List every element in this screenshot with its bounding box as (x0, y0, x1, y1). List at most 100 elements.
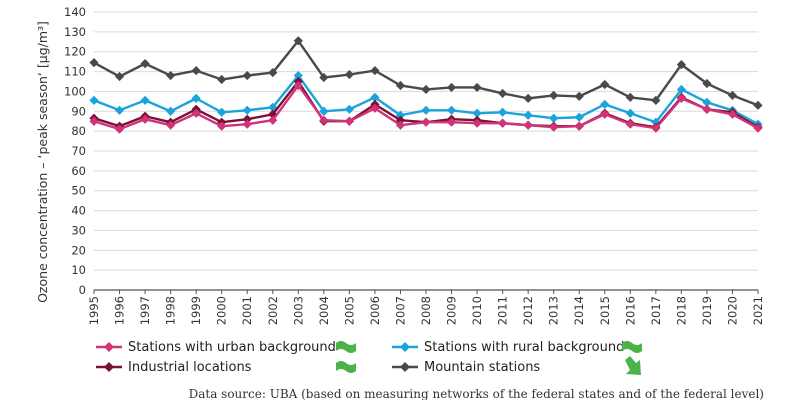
data-point-mountain-stations (600, 79, 610, 90)
data-point-stations-with-rural-background (600, 99, 610, 109)
data-point-stations-with-urban-background (753, 123, 763, 133)
data-point-mountain-stations (344, 69, 354, 80)
data-point-stations-with-rural-background (574, 112, 584, 122)
x-tick-label: 2018 (674, 296, 688, 325)
gridlines (94, 11, 758, 291)
data-point-mountain-stations (319, 72, 329, 83)
y-tick-label: 60 (71, 164, 86, 178)
legend-marker (400, 342, 410, 352)
x-tick-label: 1997 (138, 296, 152, 325)
data-point-stations-with-urban-background (549, 122, 559, 132)
x-tick-label: 1998 (164, 296, 178, 325)
data-point-stations-with-rural-background (421, 105, 431, 115)
data-point-stations-with-urban-background (395, 120, 406, 130)
x-tick-label: 2017 (649, 296, 663, 325)
data-point-mountain-stations (191, 65, 201, 76)
x-tick-label: 2014 (572, 296, 586, 325)
data-point-mountain-stations (166, 70, 176, 81)
data-point-stations-with-rural-background (523, 110, 533, 120)
legend-label: Stations with urban background (128, 340, 336, 355)
x-tick-label: 2003 (291, 296, 305, 325)
data-point-stations-with-urban-background (702, 104, 712, 114)
x-tick-label: 2009 (445, 296, 459, 325)
data-point-stations-with-urban-background (600, 109, 610, 119)
y-tick-label: 10 (71, 263, 86, 277)
data-point-mountain-stations (268, 67, 278, 78)
y-tick-label: 120 (64, 45, 86, 59)
data-point-stations-with-rural-background (242, 105, 252, 115)
x-tick-label: 2020 (725, 296, 739, 325)
data-point-mountain-stations (727, 90, 738, 100)
data-point-stations-with-urban-background (523, 120, 533, 130)
data-point-stations-with-urban-background (574, 121, 584, 131)
series-line-mountain-stations (93, 39, 759, 107)
y-axis-label: Ozone concentration – ‘peak season‘ [µg/… (35, 21, 50, 303)
data-point-stations-with-urban-background (625, 119, 635, 129)
data-point-stations-with-rural-background (395, 110, 406, 120)
data-point-stations-with-urban-background (242, 119, 252, 129)
y-tick-label: 30 (71, 223, 86, 237)
y-tick-label: 50 (71, 184, 86, 198)
trend-down-icon (625, 356, 641, 375)
legend-label: Industrial locations (128, 360, 252, 375)
data-point-stations-with-urban-background (421, 117, 431, 127)
data-point-mountain-stations (446, 82, 457, 93)
data-point-stations-with-rural-background (140, 95, 150, 105)
legend: Stations with urban background Stations w… (96, 340, 642, 375)
data-point-stations-with-rural-background (293, 70, 303, 81)
data-point-stations-with-urban-background (166, 120, 176, 130)
data-point-mountain-stations (651, 95, 661, 105)
data-point-stations-with-urban-background (727, 109, 738, 119)
data-point-stations-with-rural-background (625, 108, 635, 118)
legend-marker (104, 362, 114, 372)
x-tick-label: 2015 (598, 296, 612, 325)
legend-marker (104, 342, 114, 352)
data-point-mountain-stations (421, 84, 431, 95)
x-tick-label: 2007 (393, 296, 407, 325)
data-point-stations-with-urban-background (446, 117, 457, 127)
data-point-stations-with-rural-background (344, 104, 354, 114)
data-point-stations-with-urban-background (191, 108, 201, 118)
x-tick-label: 1999 (189, 296, 203, 325)
x-tick-label: 2012 (521, 296, 535, 325)
data-point-stations-with-rural-background (319, 106, 329, 116)
data-point-mountain-stations (370, 65, 380, 76)
data-point-mountain-stations (676, 60, 686, 70)
y-tick-label: 90 (71, 104, 86, 118)
x-axis-ticks: 1995 1996 1997 1998 1999 2000 2001 2002 2003 2004… (87, 290, 765, 325)
legend-label: Mountain stations (424, 360, 540, 375)
x-tick-label: 1995 (87, 296, 101, 325)
x-tick-label: 2013 (547, 296, 561, 325)
data-point-mountain-stations (574, 91, 584, 101)
data-point-stations-with-rural-background (676, 84, 686, 95)
y-tick-label: 80 (71, 124, 86, 138)
data-point-mountain-stations (114, 71, 125, 82)
data-point-stations-with-rural-background (472, 108, 482, 118)
data-point-stations-with-urban-background (498, 118, 508, 128)
data-point-mountain-stations (625, 92, 635, 102)
x-tick-label: 2004 (317, 296, 331, 325)
x-tick-label: 2002 (266, 296, 280, 325)
data-point-mountain-stations (140, 59, 150, 69)
y-tick-label: 130 (64, 25, 86, 39)
data-point-stations-with-urban-background (268, 115, 278, 125)
y-axis-ticks: 0 10 20 30 40 50 60 70 80 90 100 110 120 130 140 (64, 5, 86, 297)
data-point-stations-with-urban-background (89, 116, 99, 126)
legend-marker (400, 362, 410, 372)
x-tick-label: 2008 (419, 296, 433, 325)
data-point-stations-with-urban-background (140, 114, 150, 124)
data-point-stations-with-urban-background (370, 103, 380, 113)
data-point-stations-with-rural-background (702, 97, 712, 107)
y-tick-label: 20 (71, 243, 86, 257)
data-point-stations-with-rural-background (166, 106, 176, 116)
data-point-mountain-stations (549, 90, 559, 100)
data-point-stations-with-rural-background (446, 105, 457, 115)
data-point-stations-with-rural-background (370, 92, 380, 102)
data-point-stations-with-urban-background (651, 123, 661, 133)
x-tick-label: 2019 (700, 296, 714, 325)
data-point-stations-with-rural-background (114, 105, 125, 115)
legend-label: Stations with rural background (424, 340, 624, 355)
x-tick-label: 2001 (240, 296, 254, 325)
x-tick-label: 2016 (623, 296, 637, 325)
